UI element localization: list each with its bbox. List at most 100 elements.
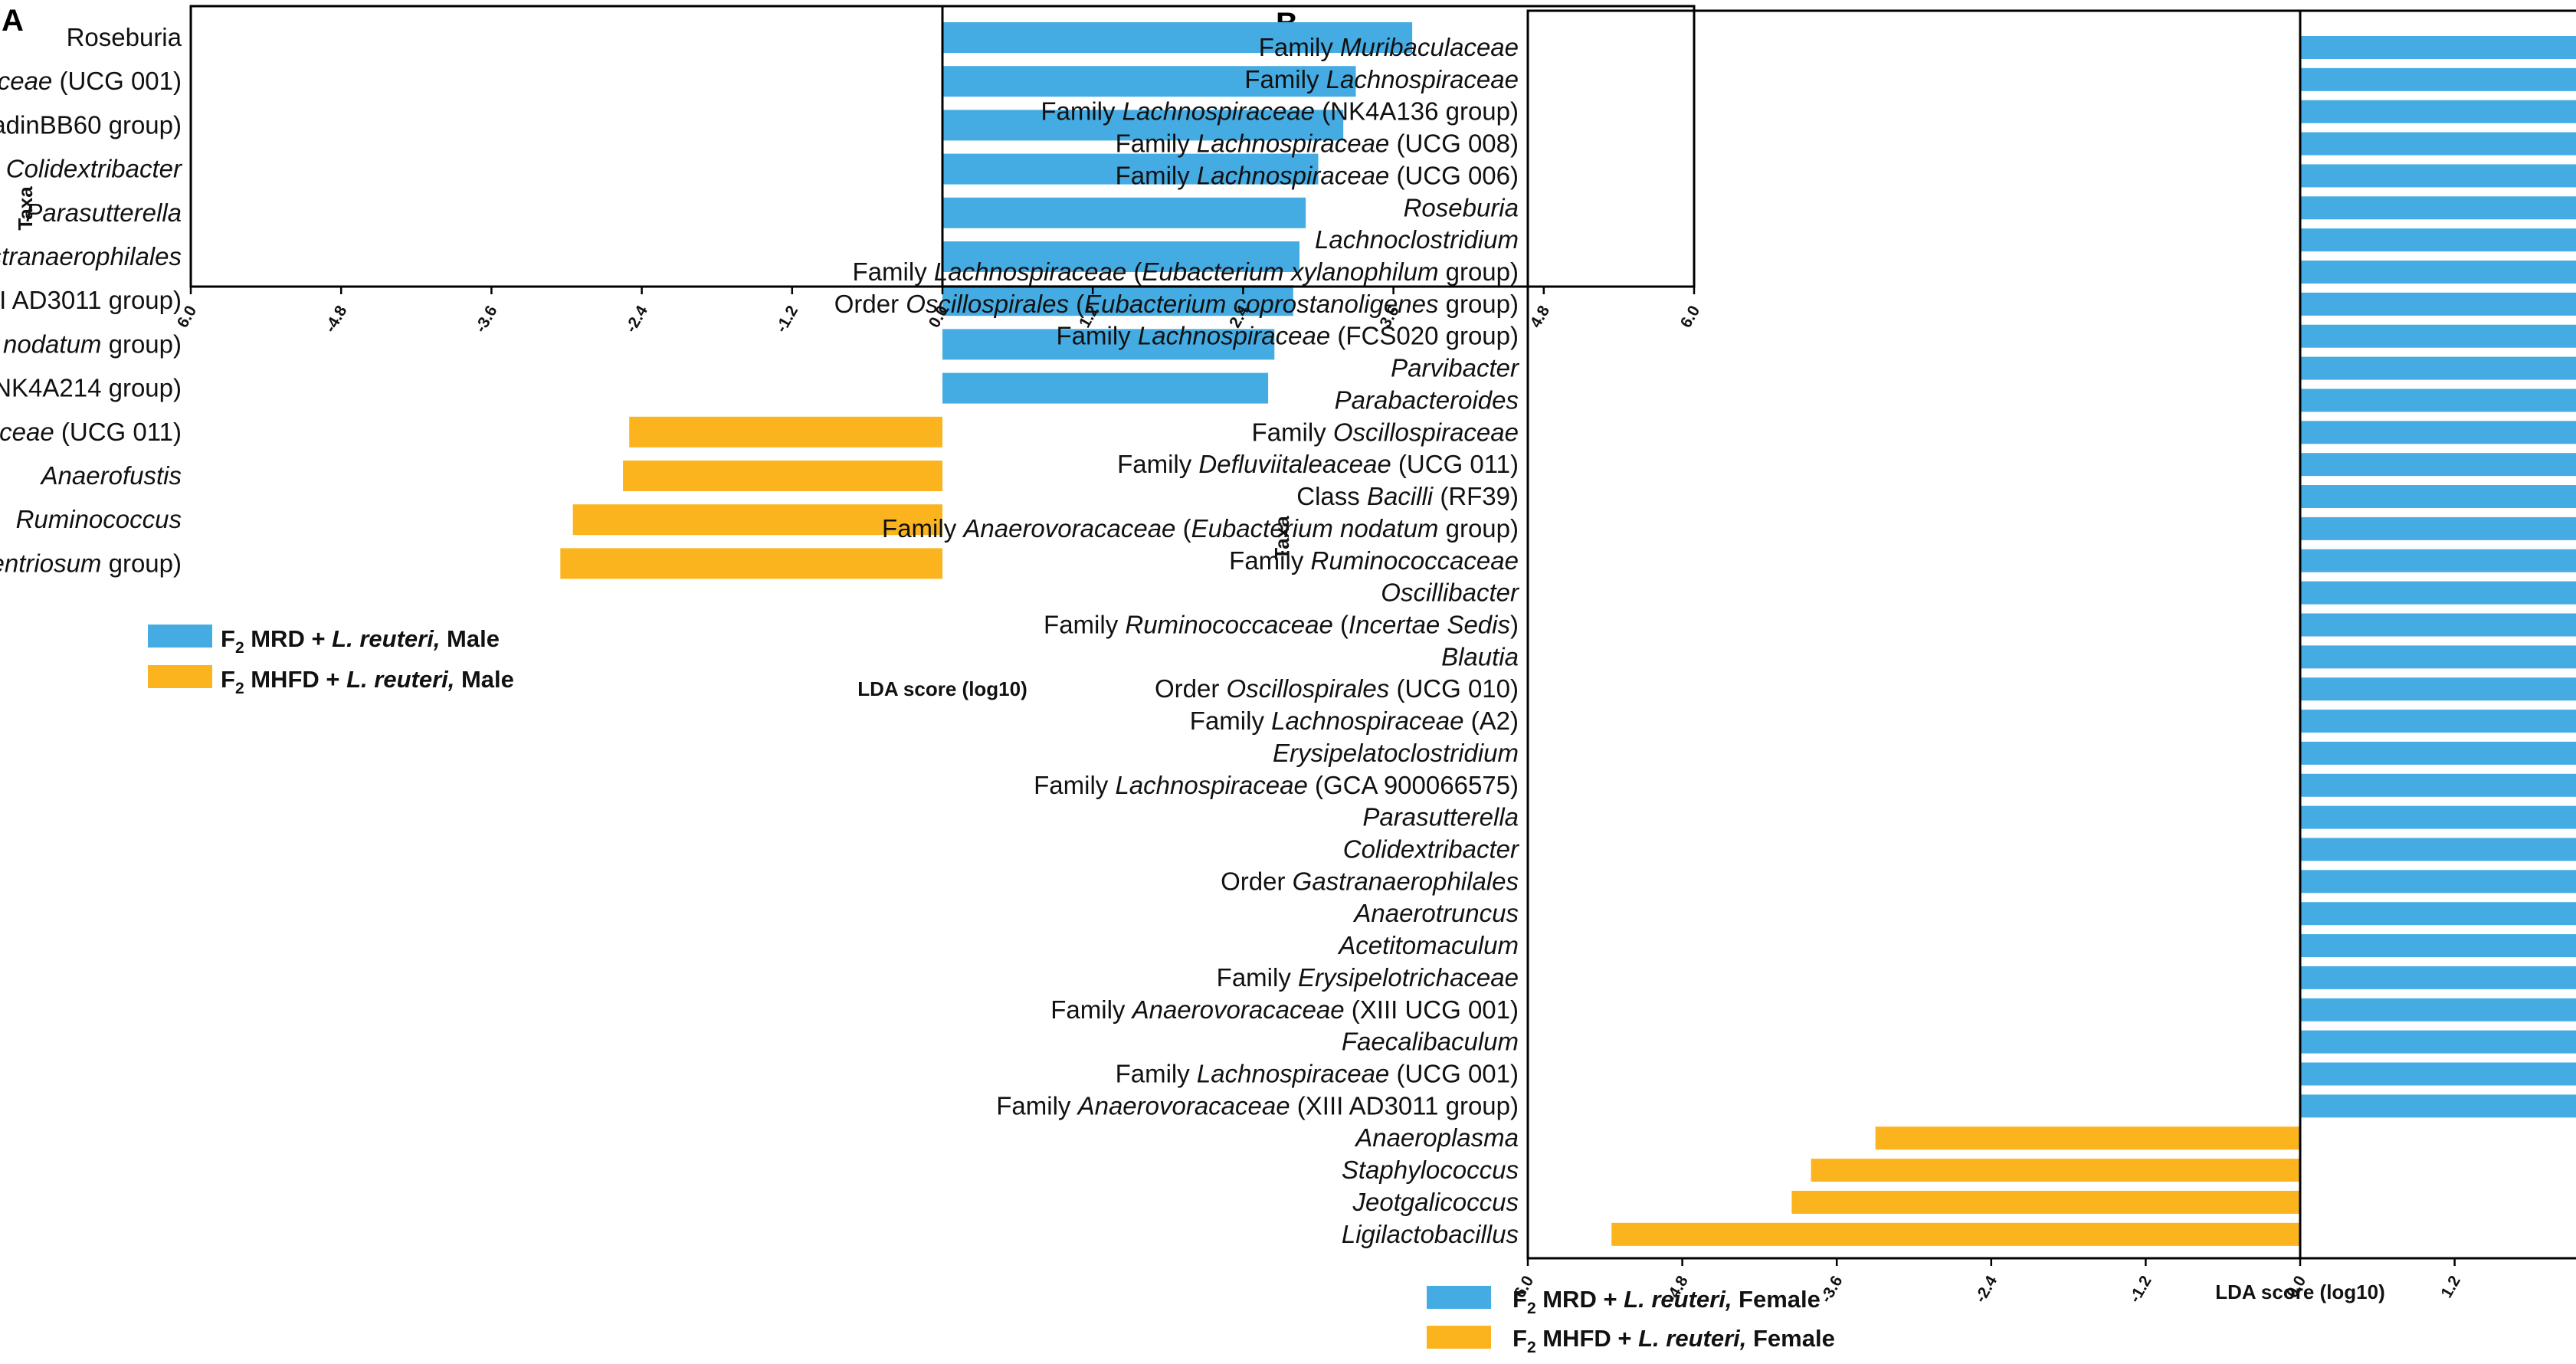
bar-a-12 (560, 548, 942, 579)
taxon-label-b-21: Family Lachnospiraceae (A2) (1190, 707, 1519, 735)
bar-b-26 (2300, 870, 2576, 893)
legend-label-a-0: F2 MRD + L. reuteri, Male (221, 625, 500, 657)
taxon-label-a-12: Family Lachnospiraceae (Eubacterium vent… (0, 549, 182, 577)
bar-b-8 (2300, 292, 2576, 316)
taxon-label-b-26: Order Gastranaerophilales (1221, 867, 1519, 895)
taxon-label-b-20: Order Oscillospirales (UCG 010) (1155, 674, 1519, 703)
legend-label-a-1: F2 MHFD + L. reuteri, Male (221, 666, 514, 697)
taxon-label-b-17: Oscillibacter (1381, 579, 1520, 607)
bar-b-28 (2300, 934, 2576, 958)
x-axis-title-a: LDA score (log10) (857, 677, 1027, 700)
bar-b-15 (2300, 516, 2576, 540)
taxon-label-b-4: Family Lachnospiraceae (UCG 006) (1116, 161, 1519, 189)
y-axis-title-a: Taxa (14, 186, 37, 231)
taxon-label-b-12: Family Oscillospiraceae (1252, 418, 1519, 446)
x-tick-label-a-3: -2.4 (622, 303, 651, 336)
x-tick-label-a-1: -4.8 (322, 303, 351, 336)
bar-a-7 (942, 329, 1275, 360)
x-tick-label-a-2: -3.6 (472, 303, 501, 336)
bar-a-2 (942, 110, 1344, 141)
legend-swatch-a-0 (148, 625, 212, 648)
taxon-label-b-16: Family Ruminococcaceae (1229, 546, 1519, 575)
bar-b-16 (2300, 549, 2576, 572)
bar-b-35 (1811, 1159, 2300, 1182)
bar-a-6 (942, 285, 1293, 316)
x-tick-label-b-2: -3.6 (1817, 1273, 1847, 1306)
taxon-label-b-25: Colidextribacter (1343, 835, 1520, 864)
taxon-label-b-33: Family Anaerovoracaceae (XIII AD3011 gro… (996, 1091, 1519, 1120)
taxon-label-b-3: Family Lachnospiraceae (UCG 008) (1116, 130, 1519, 158)
taxon-label-b-0: Family Muribaculaceae (1259, 33, 1519, 61)
bar-b-4 (2300, 164, 2576, 188)
taxon-label-b-18: Family Ruminococcaceae (Incertae Sedis) (1044, 610, 1519, 638)
bar-a-8 (942, 372, 1269, 404)
x-axis-title-b: LDA score (log10) (2215, 1280, 2385, 1303)
bar-a-5 (942, 241, 1299, 272)
taxon-label-b-24: Parasutterella (1362, 803, 1519, 831)
bar-b-31 (2300, 1030, 2576, 1054)
taxon-label-a-11: Ruminococcus (16, 505, 182, 533)
legend-label-b-0: F2 MRD + L. reuteri, Female (1512, 1286, 1821, 1317)
legend-label-b-1: F2 MHFD + L. reuteri, Female (1512, 1325, 1835, 1356)
taxon-label-a-4: Parasutterella (25, 198, 182, 227)
bar-b-20 (2300, 677, 2576, 701)
x-tick-label-b-6: 1.2 (2437, 1273, 2464, 1301)
taxon-label-a-8: Family Oscillospiraceae (NK4A214 group) (0, 374, 182, 402)
bar-b-7 (2300, 261, 2576, 284)
taxon-label-b-23: Family Lachnospiraceae (GCA 900066575) (1034, 771, 1519, 799)
legend-swatch-b-1 (1427, 1326, 1491, 1349)
x-tick-label-b-3: -2.4 (1971, 1273, 2001, 1306)
bar-b-23 (2300, 773, 2576, 797)
bar-b-24 (2300, 805, 2576, 829)
legend-swatch-a-1 (148, 665, 212, 688)
taxon-label-a-2: Class Clostridia (vadinBB60 group) (0, 110, 182, 139)
bar-b-37 (1611, 1222, 2300, 1246)
bar-b-5 (2300, 196, 2576, 220)
taxon-label-a-5: Order Gastranaerophilales (0, 242, 182, 271)
taxon-label-b-15: Family Anaerovoracaceae (Eubacterium nod… (882, 514, 1519, 543)
taxon-label-a-10: Anaerofustis (40, 461, 182, 490)
bar-b-21 (2300, 710, 2576, 733)
bar-a-9 (629, 416, 942, 448)
bar-b-2 (2300, 100, 2576, 123)
panel-b-chart: Family Muribaculaceae Family Lachnospirac… (834, 9, 2576, 1356)
bar-b-3 (2300, 132, 2576, 156)
bar-b-14 (2300, 485, 2576, 509)
bar-b-33 (2300, 1094, 2576, 1118)
taxon-label-b-36: Jeotgalicoccus (1352, 1188, 1519, 1216)
bar-b-32 (2300, 1062, 2576, 1086)
taxon-label-b-19: Blautia (1441, 642, 1519, 671)
taxon-label-b-5: Roseburia (1404, 193, 1519, 221)
taxon-label-b-29: Family Erysipelotrichaceae (1217, 963, 1519, 992)
taxon-label-b-30: Family Anaerovoracaceae (XIII UCG 001) (1050, 995, 1519, 1024)
taxon-label-b-22: Erysipelatoclostridium (1273, 739, 1519, 767)
taxon-label-b-28: Acetitomaculum (1337, 931, 1519, 959)
x-tick-label-a-10: 6.0 (1677, 303, 1704, 331)
taxon-label-b-14: Class Bacilli (RF39) (1296, 482, 1519, 510)
taxon-label-b-32: Family Lachnospiraceae (UCG 001) (1116, 1060, 1519, 1088)
bar-b-19 (2300, 645, 2576, 669)
bar-b-11 (2300, 389, 2576, 412)
bar-b-13 (2300, 453, 2576, 477)
taxon-label-b-37: Ligilactobacillus (1342, 1220, 1519, 1248)
bar-b-18 (2300, 613, 2576, 637)
bar-b-34 (1875, 1126, 2300, 1150)
taxon-label-a-7: Family Anaerovoracaceae (Eubacterium nod… (0, 330, 182, 358)
bar-b-12 (2300, 421, 2576, 444)
bar-a-4 (942, 197, 1306, 228)
bar-b-9 (2300, 324, 2576, 348)
bar-b-29 (2300, 966, 2576, 989)
taxon-label-a-0: Roseburia (67, 23, 182, 51)
taxon-label-b-1: Family Lachnospiraceae (1244, 65, 1519, 93)
bar-b-0 (2300, 36, 2576, 59)
bar-a-3 (942, 153, 1319, 185)
bar-b-17 (2300, 581, 2576, 605)
bar-b-6 (2300, 228, 2576, 252)
taxon-label-a-3: Colidextribacter (6, 155, 183, 183)
taxon-label-b-31: Faecalibaculum (1342, 1028, 1519, 1056)
bar-b-30 (2300, 998, 2576, 1021)
bar-b-1 (2300, 67, 2576, 91)
taxon-label-b-35: Staphylococcus (1342, 1156, 1519, 1184)
bar-b-25 (2300, 838, 2576, 861)
